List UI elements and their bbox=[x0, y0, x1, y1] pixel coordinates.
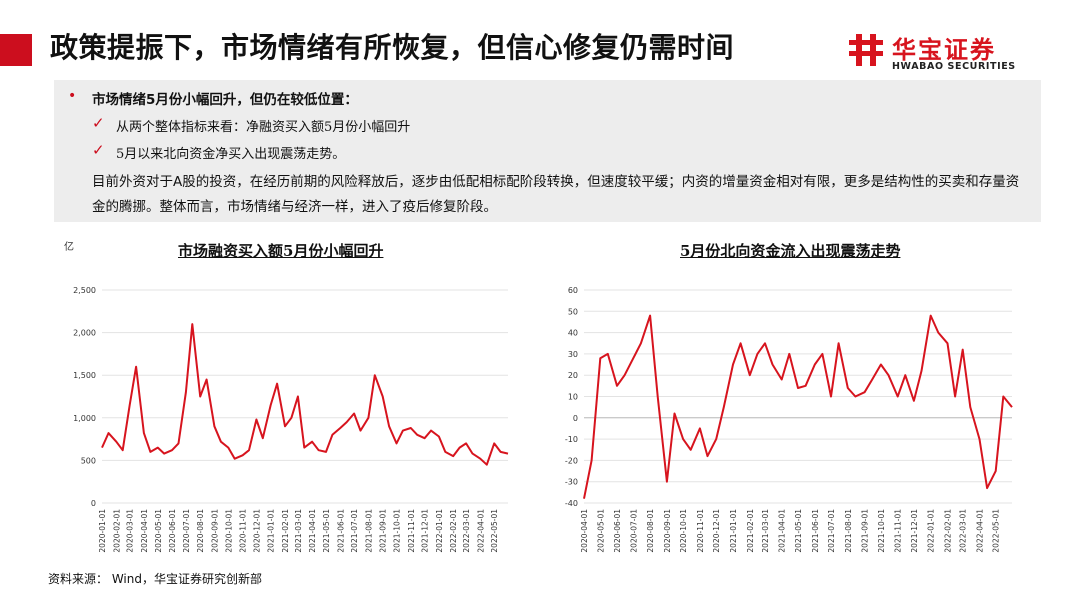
chart-title: 市场融资买入额5月份小幅回升 bbox=[178, 242, 384, 260]
y-tick-label: 0 bbox=[91, 499, 96, 508]
check-icon: ✓ bbox=[92, 114, 105, 132]
x-tick-label: 2020-05-01 bbox=[154, 509, 163, 553]
x-tick-label: 2020-07-01 bbox=[629, 509, 638, 553]
summary-sub-bullet-2: 5月以来北向资金净买入出现震荡走势。 bbox=[116, 147, 346, 162]
y-tick-label: -10 bbox=[565, 435, 578, 444]
x-tick-label: 2021-03-01 bbox=[294, 509, 303, 553]
x-tick-label: 2020-12-01 bbox=[252, 509, 261, 553]
company-logo: 华宝证券 HWABAO SECURITIES bbox=[846, 30, 1046, 74]
y-tick-label: 40 bbox=[568, 329, 578, 338]
x-tick-label: 2020-02-01 bbox=[112, 509, 121, 553]
x-tick-label: 2022-04-01 bbox=[476, 509, 485, 553]
margin-financing-chart: 亿 市场融资买入额5月份小幅回升 0 500 1,000 1,500 2,000 2,50… bbox=[0, 228, 540, 568]
y-tick-label: 60 bbox=[568, 286, 578, 295]
x-tick-label: 2021-02-01 bbox=[746, 509, 755, 553]
x-tick-label: 2020-03-01 bbox=[126, 509, 135, 553]
y-tick-label: -40 bbox=[565, 499, 578, 508]
x-tick-label: 2020-01-01 bbox=[98, 509, 107, 553]
x-tick-label: 2022-03-01 bbox=[959, 509, 968, 553]
chart-title: 5月份北向资金流入出现震荡走势 bbox=[680, 242, 901, 260]
x-tick-label: 2022-03-01 bbox=[462, 509, 471, 553]
x-tick-label: 2020-08-01 bbox=[196, 509, 205, 553]
x-tick-label: 2021-09-01 bbox=[861, 509, 870, 553]
x-tick-label: 2021-06-01 bbox=[811, 509, 820, 553]
y-tick-label: 20 bbox=[568, 371, 578, 380]
x-tick-label: 2020-04-01 bbox=[140, 509, 149, 553]
y-tick-label: 2,500 bbox=[73, 286, 96, 295]
x-tick-label: 2021-07-01 bbox=[827, 509, 836, 553]
x-tick-label: 2020-09-01 bbox=[663, 509, 672, 553]
summary-panel: • 市场情绪5月份小幅回升，但仍在较低位置： ✓ 从两个整体指标来看：净融资买入… bbox=[54, 80, 1041, 222]
x-tick-label: 2021-04-01 bbox=[308, 509, 317, 553]
hwabao-logo-icon bbox=[849, 34, 883, 66]
y-tick-label: 0 bbox=[573, 414, 578, 423]
x-tick-label: 2020-04-01 bbox=[580, 509, 589, 553]
summary-paragraph: 目前外资对于A股的投资，在经历前期的风险释放后，逐步由低配相标配阶段转换，但速度… bbox=[92, 174, 1020, 215]
x-tick-label: 2020-06-01 bbox=[613, 509, 622, 553]
y-tick-label: 10 bbox=[568, 393, 578, 402]
x-tick-label: 2020-11-01 bbox=[696, 509, 705, 553]
y-tick-label: -30 bbox=[565, 478, 578, 487]
y-tick-label: 1,000 bbox=[73, 414, 96, 423]
x-tick-label: 2022-01-01 bbox=[927, 509, 936, 553]
x-tick-label: 2021-08-01 bbox=[844, 509, 853, 553]
source-note: 资料来源： Wind，华宝证券研究创新部 bbox=[48, 572, 262, 586]
x-tick-label: 2020-12-01 bbox=[712, 509, 721, 553]
x-tick-label: 2020-11-01 bbox=[239, 509, 248, 553]
series-line bbox=[583, 314, 1013, 499]
x-tick-label: 2021-02-01 bbox=[281, 509, 290, 553]
x-tick-label: 2020-10-01 bbox=[224, 509, 233, 553]
summary-main-bullet: 市场情绪5月份小幅回升，但仍在较低位置： bbox=[92, 92, 358, 108]
y-tick-label: 500 bbox=[81, 456, 96, 465]
x-tick-label: 2020-06-01 bbox=[168, 509, 177, 553]
x-tick-label: 2022-01-01 bbox=[435, 509, 444, 553]
logo-text-en: HWABAO SECURITIES bbox=[892, 61, 1016, 72]
y-tick-label: 30 bbox=[568, 350, 578, 359]
series-line bbox=[101, 323, 509, 466]
x-tick-label: 2021-12-01 bbox=[910, 509, 919, 553]
x-tick-label: 2022-02-01 bbox=[449, 509, 458, 553]
x-tick-label: 2021-01-01 bbox=[267, 509, 276, 553]
x-tick-label: 2022-04-01 bbox=[975, 509, 984, 553]
chart-plot: -40 -30 -20 -10 0 10 20 30 40 50 60 2020-04-01 2020-… bbox=[565, 286, 1013, 553]
x-tick-label: 2021-05-01 bbox=[794, 509, 803, 553]
x-tick-label: 2021-11-01 bbox=[894, 509, 903, 553]
x-tick-label: 2021-11-01 bbox=[407, 509, 416, 553]
logo-text-cn: 华宝证券 bbox=[892, 36, 996, 64]
x-tick-label: 2021-06-01 bbox=[336, 509, 345, 553]
y-tick-label: 50 bbox=[568, 307, 578, 316]
y-tick-label: 1,500 bbox=[73, 371, 96, 380]
x-tick-label: 2021-03-01 bbox=[761, 509, 770, 553]
x-tick-label: 2020-09-01 bbox=[210, 509, 219, 553]
x-tick-label: 2021-10-01 bbox=[392, 509, 401, 553]
x-tick-label: 2022-05-01 bbox=[992, 509, 1001, 553]
page-title: 政策提振下，市场情绪有所恢复，但信心修复仍需时间 bbox=[50, 31, 735, 64]
y-tick-label: -20 bbox=[565, 456, 578, 465]
x-tick-label: 2021-05-01 bbox=[322, 509, 331, 553]
y-axis-unit: 亿 bbox=[64, 242, 74, 253]
x-tick-label: 2021-10-01 bbox=[877, 509, 886, 553]
x-tick-label: 2021-08-01 bbox=[364, 509, 373, 553]
chart-plot: 0 500 1,000 1,500 2,000 2,500 2020-01-01 2020-0… bbox=[73, 286, 509, 553]
x-tick-label: 2020-05-01 bbox=[596, 509, 605, 553]
x-tick-label: 2020-07-01 bbox=[182, 509, 191, 553]
x-tick-label: 2021-09-01 bbox=[379, 509, 388, 553]
x-tick-label: 2020-08-01 bbox=[646, 509, 655, 553]
x-tick-label: 2021-07-01 bbox=[350, 509, 359, 553]
check-icon: ✓ bbox=[92, 141, 105, 159]
northbound-flow-chart: 5月份北向资金流入出现震荡走势 -40 -30 -20 -10 0 10 20 30 40 50 6… bbox=[540, 228, 1080, 568]
bullet-dot-icon: • bbox=[68, 88, 77, 104]
y-tick-label: 2,000 bbox=[73, 329, 96, 338]
x-tick-label: 2021-04-01 bbox=[778, 509, 787, 553]
x-tick-label: 2021-01-01 bbox=[729, 509, 738, 553]
x-tick-label: 2020-10-01 bbox=[679, 509, 688, 553]
summary-sub-bullet-1: 从两个整体指标来看：净融资买入额5月份小幅回升 bbox=[116, 120, 411, 135]
x-tick-label: 2022-05-01 bbox=[490, 509, 499, 553]
x-tick-label: 2022-02-01 bbox=[944, 509, 953, 553]
x-tick-label: 2021-12-01 bbox=[421, 509, 430, 553]
title-accent-bar bbox=[0, 34, 32, 66]
